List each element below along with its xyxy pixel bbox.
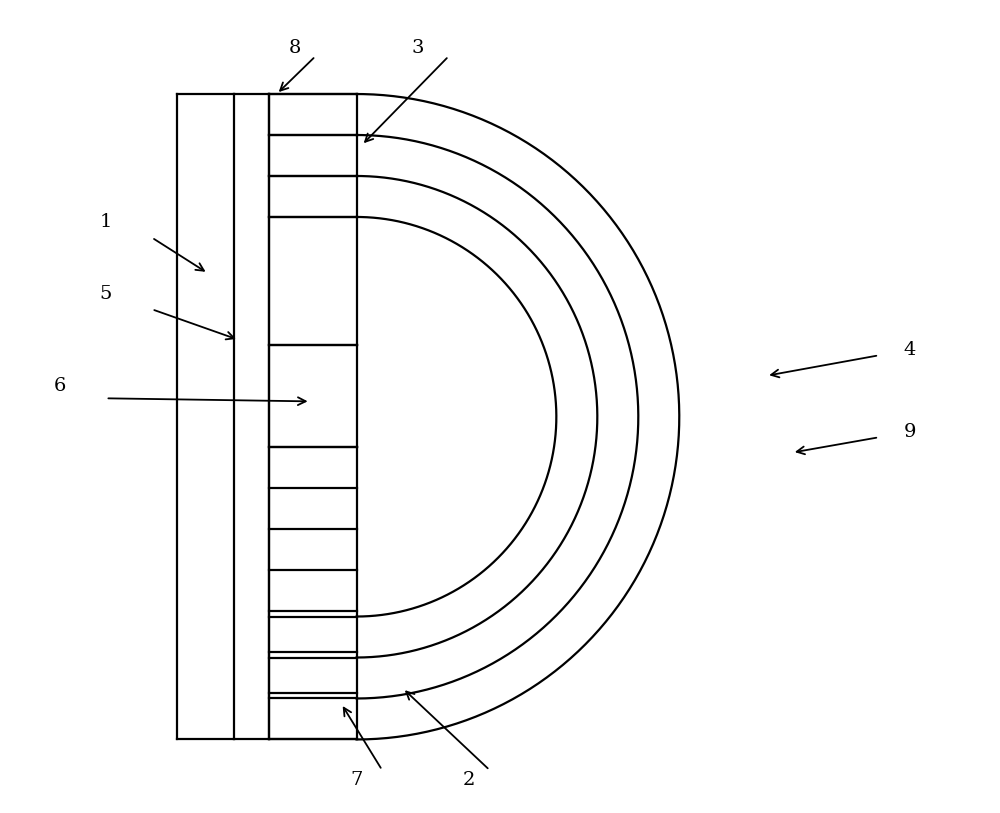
Text: 4: 4 [904, 341, 916, 359]
Text: 6: 6 [53, 377, 66, 395]
Text: 5: 5 [99, 285, 112, 302]
Text: 9: 9 [904, 423, 916, 441]
Text: 2: 2 [463, 772, 475, 789]
Text: 1: 1 [99, 213, 112, 231]
Text: 7: 7 [350, 772, 363, 789]
Text: 3: 3 [412, 39, 424, 57]
Text: 8: 8 [289, 39, 301, 57]
